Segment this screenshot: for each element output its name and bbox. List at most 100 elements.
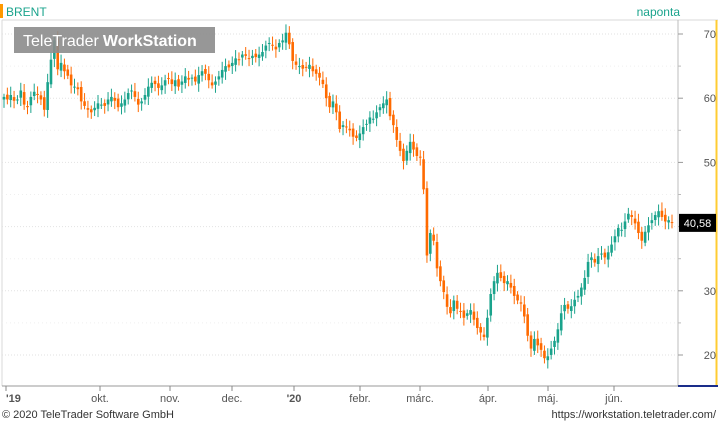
candle-body bbox=[32, 91, 36, 97]
candle-body bbox=[670, 222, 674, 224]
candle-body bbox=[586, 261, 590, 277]
candle-body bbox=[257, 54, 261, 58]
candle-body bbox=[160, 85, 164, 91]
y-tick-label: 50 bbox=[704, 157, 716, 169]
candle-body bbox=[382, 103, 385, 109]
last-price-value: 40,58 bbox=[684, 218, 712, 230]
candle-body bbox=[113, 97, 117, 101]
candle-body bbox=[442, 280, 446, 293]
plot-area bbox=[2, 20, 678, 386]
candle-body bbox=[93, 107, 96, 111]
candle-body bbox=[529, 335, 533, 349]
candle-body bbox=[76, 87, 80, 90]
candle-body bbox=[2, 96, 6, 100]
y-tick-label: 60 bbox=[704, 93, 716, 105]
candle-body bbox=[241, 54, 244, 58]
candle-body bbox=[385, 99, 388, 106]
candle-body bbox=[106, 99, 110, 105]
candle-body bbox=[603, 252, 607, 258]
candles bbox=[2, 24, 674, 369]
candle-body bbox=[630, 215, 634, 217]
candle-body bbox=[660, 210, 664, 217]
candle-body bbox=[596, 256, 600, 264]
candle-body bbox=[637, 221, 640, 234]
x-tick-label: máj. bbox=[538, 393, 559, 405]
candle-body bbox=[180, 81, 184, 85]
candle-body bbox=[86, 108, 90, 110]
candle-body bbox=[298, 66, 301, 68]
candle-body bbox=[147, 86, 150, 97]
candle-body bbox=[301, 65, 305, 69]
candle-body bbox=[435, 242, 439, 269]
candle-body bbox=[294, 61, 298, 65]
candle-body bbox=[643, 231, 647, 243]
candle-body bbox=[311, 66, 315, 72]
candle-body bbox=[136, 98, 140, 105]
candle-body bbox=[100, 104, 103, 106]
candle-body bbox=[284, 32, 288, 43]
x-tick-labels: '19 okt. nov. dec. '20 febr. márc. ápr. máj. jún. bbox=[5, 386, 623, 405]
x-tick-label: jún. bbox=[604, 393, 623, 405]
candle-body bbox=[418, 156, 422, 158]
candle-body bbox=[46, 82, 49, 111]
candle-body bbox=[633, 218, 637, 224]
candle-body bbox=[143, 94, 147, 100]
candle-body bbox=[610, 244, 613, 253]
candle-body bbox=[328, 95, 331, 108]
candle-body bbox=[9, 94, 13, 101]
x-tick-label: febr. bbox=[349, 393, 370, 405]
candle-body bbox=[210, 82, 214, 86]
candle-body bbox=[56, 38, 60, 70]
candle-body bbox=[422, 159, 425, 190]
candle-body bbox=[563, 304, 566, 312]
candle-body bbox=[217, 76, 221, 80]
candle-body bbox=[324, 84, 328, 99]
candle-body bbox=[163, 80, 167, 86]
candle-body bbox=[449, 307, 452, 314]
grid bbox=[2, 33, 678, 356]
candle-body bbox=[506, 281, 509, 285]
symbol-label: BRENT bbox=[6, 5, 47, 19]
candle-body bbox=[79, 86, 83, 102]
candle-body bbox=[187, 77, 190, 80]
candle-body bbox=[509, 282, 513, 288]
candle-body bbox=[194, 76, 197, 82]
candle-body bbox=[197, 75, 200, 84]
candle-body bbox=[623, 221, 627, 230]
candle-body bbox=[358, 133, 362, 141]
candle-body bbox=[469, 310, 472, 315]
candle-body bbox=[22, 92, 26, 105]
candle-body bbox=[536, 338, 540, 346]
candle-body bbox=[49, 59, 53, 85]
candle-body bbox=[116, 98, 120, 108]
candle-body bbox=[130, 90, 133, 92]
candle-body bbox=[600, 253, 603, 255]
candle-body bbox=[6, 94, 9, 100]
candle-body bbox=[214, 81, 217, 85]
candle-body bbox=[556, 329, 560, 343]
candle-body bbox=[304, 66, 308, 68]
candle-body bbox=[452, 300, 456, 312]
candle-body bbox=[415, 147, 419, 156]
watermark-brand: TeleTrader bbox=[23, 33, 100, 50]
candle-body bbox=[274, 46, 278, 50]
candle-body bbox=[73, 86, 76, 88]
candle-body bbox=[429, 233, 432, 254]
candle-body bbox=[26, 106, 29, 108]
source-url[interactable]: https://workstation.teletrader.com/ bbox=[551, 409, 716, 421]
candle-body bbox=[254, 53, 258, 58]
candle-body bbox=[647, 225, 650, 233]
candle-body bbox=[150, 82, 153, 88]
candle-body bbox=[314, 69, 318, 74]
candle-body bbox=[227, 64, 231, 68]
candle-body bbox=[479, 326, 482, 333]
candle-body bbox=[566, 304, 570, 309]
y-tick-labels: 203040506070 bbox=[678, 29, 716, 362]
candle-body bbox=[667, 220, 670, 223]
candle-body bbox=[308, 64, 311, 69]
x-tick-label: okt. bbox=[91, 393, 109, 405]
candle-body bbox=[576, 295, 580, 298]
candle-body bbox=[368, 117, 372, 124]
